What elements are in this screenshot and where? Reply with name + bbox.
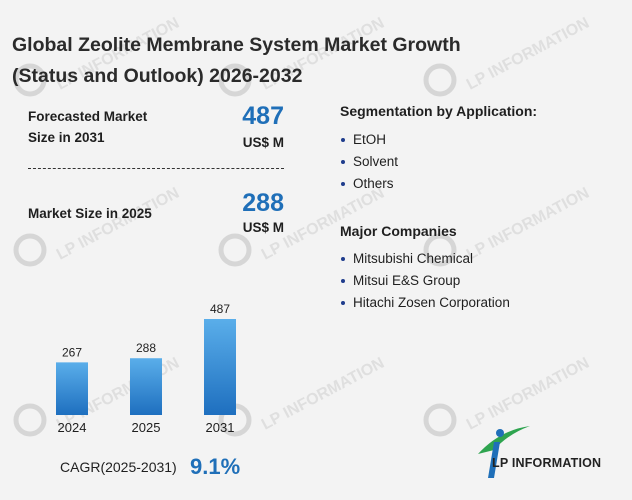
bar-2024 [56, 362, 88, 415]
cagr-value: 9.1% [190, 454, 241, 479]
company-item: Mitsui E&S Group [336, 270, 510, 292]
forecast-value: 487 [242, 102, 284, 130]
company-item: Mitsubishi Chemical [336, 248, 510, 270]
current-label: Market Size in 2025 [28, 206, 152, 221]
bar-2025 [130, 358, 162, 415]
current-value: 288 [242, 189, 284, 217]
watermark-mark [13, 233, 47, 267]
data-label-2024: 267 [62, 345, 82, 359]
segmentation-item: Others [336, 173, 398, 195]
forecast-label-line-2: Size in 2031 [28, 130, 105, 145]
data-label-2031: 487 [210, 302, 230, 316]
forecast-unit: US$ M [242, 135, 284, 150]
company-item: Hitachi Zosen Corporation [336, 292, 510, 314]
watermark-text: LP INFORMATION [54, 185, 182, 264]
brand-name: LP INFORMATION [492, 456, 602, 470]
watermark-mark [423, 403, 457, 437]
segmentation-item: Solvent [336, 151, 398, 173]
current-unit: US$ M [242, 220, 284, 235]
metric-divider [28, 168, 284, 169]
x-tick-2031: 2031 [206, 420, 235, 435]
forecast-label-line-1: Forecasted Market [28, 109, 148, 124]
page-title: Global Zeolite Membrane System Market Gr… [12, 30, 622, 92]
companies-title: Major Companies [340, 223, 457, 239]
segmentation-title: Segmentation by Application: [340, 103, 538, 119]
segmentation-list: EtOH Solvent Others [336, 129, 398, 195]
companies-list: Mitsubishi Chemical Mitsui E&S Group Hit… [336, 248, 510, 314]
title-line-1: Global Zeolite Membrane System Market Gr… [12, 34, 461, 56]
forecast-label: Forecasted Market Size in 2031 [28, 106, 198, 148]
watermark-mark [218, 233, 252, 267]
bar-2031 [204, 319, 236, 415]
x-tick-2024: 2024 [58, 420, 87, 435]
cagr-label: CAGR(2025-2031) [60, 459, 177, 475]
data-label-2025: 288 [136, 341, 156, 355]
x-tick-2025: 2025 [132, 420, 161, 435]
title-line-2: (Status and Outlook) 2026-2032 [12, 65, 303, 87]
bar-chart: 267 2024 288 2025 487 2031 [56, 302, 236, 435]
lp-information-logo [478, 426, 530, 478]
segmentation-item: EtOH [336, 129, 398, 151]
